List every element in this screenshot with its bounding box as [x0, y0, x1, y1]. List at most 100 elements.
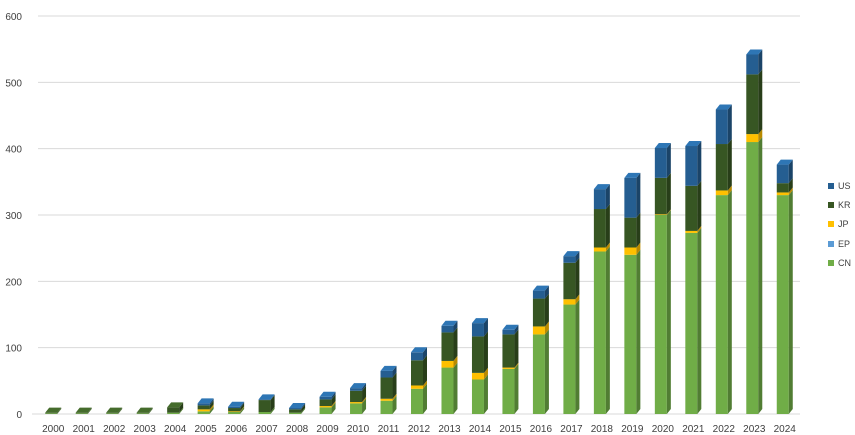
- bar-top-us: [441, 320, 458, 326]
- bar-segment-cn: [167, 412, 180, 414]
- bar-segment-kr: [593, 209, 606, 248]
- bar-side-jp: [758, 129, 763, 143]
- bar-side-us: [240, 401, 245, 409]
- bar-segment-jp: [228, 411, 241, 413]
- bar-top-kr: [106, 407, 123, 413]
- bar-side-kr: [57, 407, 62, 414]
- bar-side-jp: [331, 401, 336, 408]
- bar-segment-kr: [319, 399, 332, 407]
- bars: [45, 49, 793, 415]
- bar-top-us: [228, 401, 245, 407]
- bar-segment-cn: [380, 400, 393, 414]
- bar-side-cn: [636, 249, 641, 414]
- bar-segment-jp: [502, 367, 515, 369]
- x-tick-label: 2022: [713, 424, 736, 435]
- bar-top-us: [471, 318, 488, 324]
- x-tick-label: 2014: [469, 424, 492, 435]
- bar-segment-cn: [258, 412, 271, 414]
- bar-side-kr: [118, 407, 123, 414]
- bar-segment-cn: [685, 232, 698, 414]
- bar-side-kr: [483, 331, 488, 373]
- bar-segment-us: [746, 54, 759, 75]
- bar-stack: [411, 347, 427, 414]
- bar-segment-jp: [746, 134, 759, 143]
- bar-segment-kr: [136, 412, 149, 414]
- bar-segment-cn: [106, 413, 119, 414]
- bar-side-us: [423, 347, 427, 361]
- bar-segment-cn: [654, 215, 667, 414]
- bar-side-cn: [697, 227, 702, 414]
- bar-side-us: [727, 104, 732, 145]
- x-tick-label: 2023: [743, 424, 766, 435]
- bar-segment-jp: [350, 402, 363, 404]
- legend-swatch: [828, 201, 834, 208]
- bar-segment-kr: [411, 360, 423, 386]
- x-tick-label: 2018: [591, 424, 614, 435]
- bar-side-kr: [179, 402, 184, 413]
- bar-segment-us: [411, 352, 423, 361]
- bar-side-cn: [544, 329, 549, 414]
- bar-segment-cn: [563, 304, 576, 414]
- bar-stack: [685, 141, 702, 414]
- x-tick-label: 2020: [652, 424, 675, 435]
- bar-top-us: [715, 104, 732, 110]
- bar-side-jp: [605, 242, 610, 252]
- bar-top-us: [776, 159, 793, 165]
- bar-segment-us: [380, 370, 393, 378]
- bar-side-us: [575, 251, 580, 263]
- bar-segment-cn: [593, 251, 606, 414]
- bar-segment-jp: [532, 326, 545, 335]
- bar-segment-kr: [715, 144, 728, 191]
- x-tick-label: 2002: [103, 424, 126, 435]
- bar-top-kr: [136, 407, 153, 413]
- bar-segment-kr: [502, 334, 515, 368]
- bar-side-kr: [453, 327, 458, 361]
- bar-side-us: [605, 184, 610, 210]
- bar-segment-jp: [654, 214, 667, 215]
- bar-segment-us: [685, 146, 698, 186]
- bar-segment-jp: [563, 299, 576, 305]
- x-tick-label: 2009: [316, 424, 339, 435]
- bar-side-us: [331, 391, 336, 400]
- bar-segment-kr: [654, 177, 667, 215]
- bar-side-cn: [453, 362, 458, 414]
- bar-side-kr: [148, 407, 153, 414]
- bar-side-jp: [423, 380, 427, 389]
- x-tick-label: 2007: [255, 424, 278, 435]
- bar-top-us: [289, 403, 306, 409]
- bar-side-kr: [301, 404, 306, 413]
- bar-segment-kr: [776, 183, 789, 193]
- bar-segment-cn: [411, 388, 423, 414]
- bar-stack: [563, 251, 580, 414]
- bar-side-jp: [697, 225, 702, 233]
- bar-segment-jp: [319, 406, 332, 408]
- bar-segment-us: [502, 329, 515, 335]
- bar-side-jp: [514, 362, 519, 369]
- bar-side-us: [666, 143, 671, 178]
- x-tick-label: 2015: [499, 424, 522, 435]
- bar-segment-kr: [746, 74, 759, 135]
- legend-item-kr: KR: [828, 195, 855, 214]
- bar-stack: [380, 365, 397, 414]
- bar-segment-cn: [532, 334, 545, 414]
- legend-swatch: [828, 182, 834, 189]
- bar-stack: [471, 318, 488, 414]
- legend-label: JP: [838, 219, 849, 230]
- bar-stack: [45, 407, 62, 414]
- bar-stack: [715, 104, 732, 414]
- bar-top-us: [532, 285, 549, 291]
- bar-side-jp: [392, 393, 397, 401]
- bar-segment-cn: [746, 142, 759, 415]
- bar-side-kr: [544, 293, 549, 327]
- bar-segment-jp: [624, 247, 637, 255]
- bar-side-us: [697, 141, 702, 186]
- bar-top-us: [380, 365, 397, 371]
- bar-stack: [167, 402, 184, 414]
- bar-segment-kr: [106, 412, 119, 414]
- x-tick-label: 2012: [408, 424, 431, 435]
- x-tick-label: 2024: [774, 424, 797, 435]
- bar-stack: [197, 398, 214, 414]
- bar-segment-kr: [532, 298, 545, 327]
- x-tick-label: 2016: [530, 424, 553, 435]
- y-tick-label: 400: [5, 145, 22, 156]
